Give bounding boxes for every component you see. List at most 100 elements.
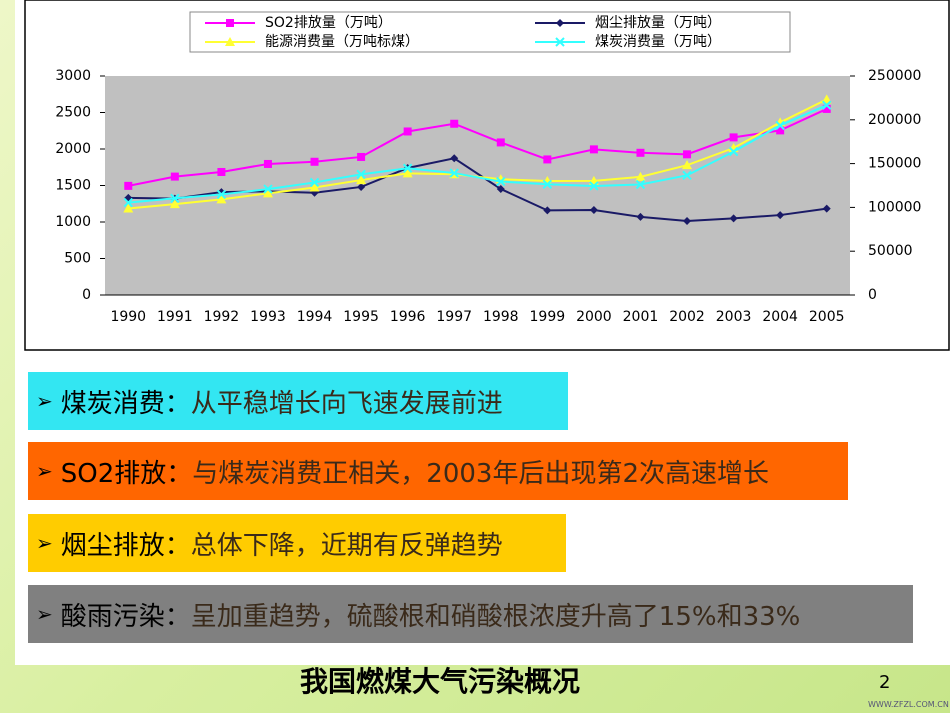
x-tick-label: 1997 [436,309,472,325]
y2-tick-label: 200000 [868,112,921,128]
legend-marker [226,19,234,27]
marker [729,133,738,142]
marker [682,160,693,170]
marker [776,126,785,135]
bullet-label: 煤炭消费： [60,388,191,419]
marker [682,170,692,181]
marker [263,159,272,168]
y2-tick-label: 250000 [868,68,921,84]
marker [496,176,506,187]
legend-marker [225,37,235,46]
bullet-text: 呈加重趋势，硫酸根和硝酸根浓度升高了15%和33% [190,601,801,632]
x-tick-label: 1990 [110,309,146,325]
x-tick-label: 1993 [250,309,286,325]
x-tick-label: 1999 [530,309,566,325]
series-line [128,108,828,187]
x-tick-label: 1996 [390,309,426,325]
marker [263,184,273,194]
marker [728,146,739,157]
x-tick-label: 1998 [483,309,519,325]
marker [123,197,133,208]
legend-label: 能源消费量（万吨标煤） [265,34,419,50]
marker [822,104,831,113]
watermark: WWW.ZFZL.COM.CN [868,700,949,709]
caption: 我国燃煤大气污染概况 [300,665,581,698]
marker [356,175,367,185]
y-tick-label: 2000 [55,141,91,157]
marker [543,206,552,215]
bullet-box: ➢ 酸雨污染： 呈加重趋势，硫酸根和硝酸根浓度升高了15%和33% [28,585,913,643]
page-number: 2 [879,672,891,693]
legend-box [189,11,791,53]
marker [217,167,226,176]
marker [357,182,366,191]
bullet-label: SO2排放： [60,458,193,489]
marker [309,177,320,188]
marker [450,119,459,128]
x-tick-label: 1992 [204,309,240,325]
marker [589,205,598,214]
x-tick-label: 2003 [716,309,752,325]
marker [775,120,785,131]
marker [496,138,505,147]
x-tick-label: 2005 [809,309,845,325]
y2-tick-label: 0 [868,287,877,303]
marker [776,211,785,220]
marker [403,127,412,136]
marker [124,181,133,190]
marker [635,171,646,181]
x-tick-label: 2001 [623,309,659,325]
y-tick-label: 1500 [55,178,91,194]
y2-tick-label: 150000 [868,156,921,172]
chart: 0 500 1000 1500 2000 2500 3000 0 50000 100000 1500… [24,0,950,351]
marker [170,193,180,203]
bullet-box: ➢ 煤炭消费： 从平稳增长向飞速发展前进 [28,372,568,430]
x-tick-label: 2004 [762,309,798,325]
marker [170,172,179,181]
marker [542,179,553,189]
x-tick-label: 2000 [576,309,612,325]
marker [262,188,273,198]
legend-label: 烟尘排放量（万吨） [595,15,721,31]
marker [356,169,366,180]
x-tick-label: 1995 [343,309,379,325]
marker [729,214,738,223]
bullet-arrow: ➢ [36,531,53,555]
marker [310,157,319,166]
y2-tick-label: 50000 [868,243,913,259]
marker [543,155,552,164]
legend-marker [555,37,565,47]
marker [683,217,692,226]
bullet-box: ➢ 烟尘排放： 总体下降，近期有反弹趋势 [28,514,566,572]
legend-marker [556,19,564,27]
marker [169,199,180,209]
marker [589,181,599,191]
marker [496,185,505,194]
marker [402,168,413,178]
y-tick-label: 2500 [55,105,91,121]
x-tick-label: 1991 [157,309,193,325]
marker [216,189,227,200]
series-line [128,104,828,204]
y2-tick-label: 100000 [868,199,921,215]
bullet-arrow: ➢ [36,459,53,483]
marker [589,145,598,154]
marker [683,150,692,159]
bullet-text: 与煤炭消费正相关，2003年后出现第2次高速增长 [192,458,769,489]
plot-area [105,76,850,295]
bullet-label: 烟尘排放： [60,530,191,561]
bullet-box: ➢ SO2排放： 与煤炭消费正相关，2003年后出现第2次高速增长 [28,442,848,500]
marker [821,94,832,104]
y-tick-label: 1000 [55,214,91,230]
bullet-arrow: ➢ [36,389,53,413]
bullet-text: 总体下降，近期有反弹趋势 [190,530,503,561]
marker [450,154,459,163]
marker [636,148,645,157]
bullet-text: 从平稳增长向飞速发展前进 [190,388,503,419]
marker [357,152,366,161]
marker [123,203,134,213]
y-tick-label: 0 [82,287,91,303]
marker [449,168,459,178]
marker [402,163,413,173]
